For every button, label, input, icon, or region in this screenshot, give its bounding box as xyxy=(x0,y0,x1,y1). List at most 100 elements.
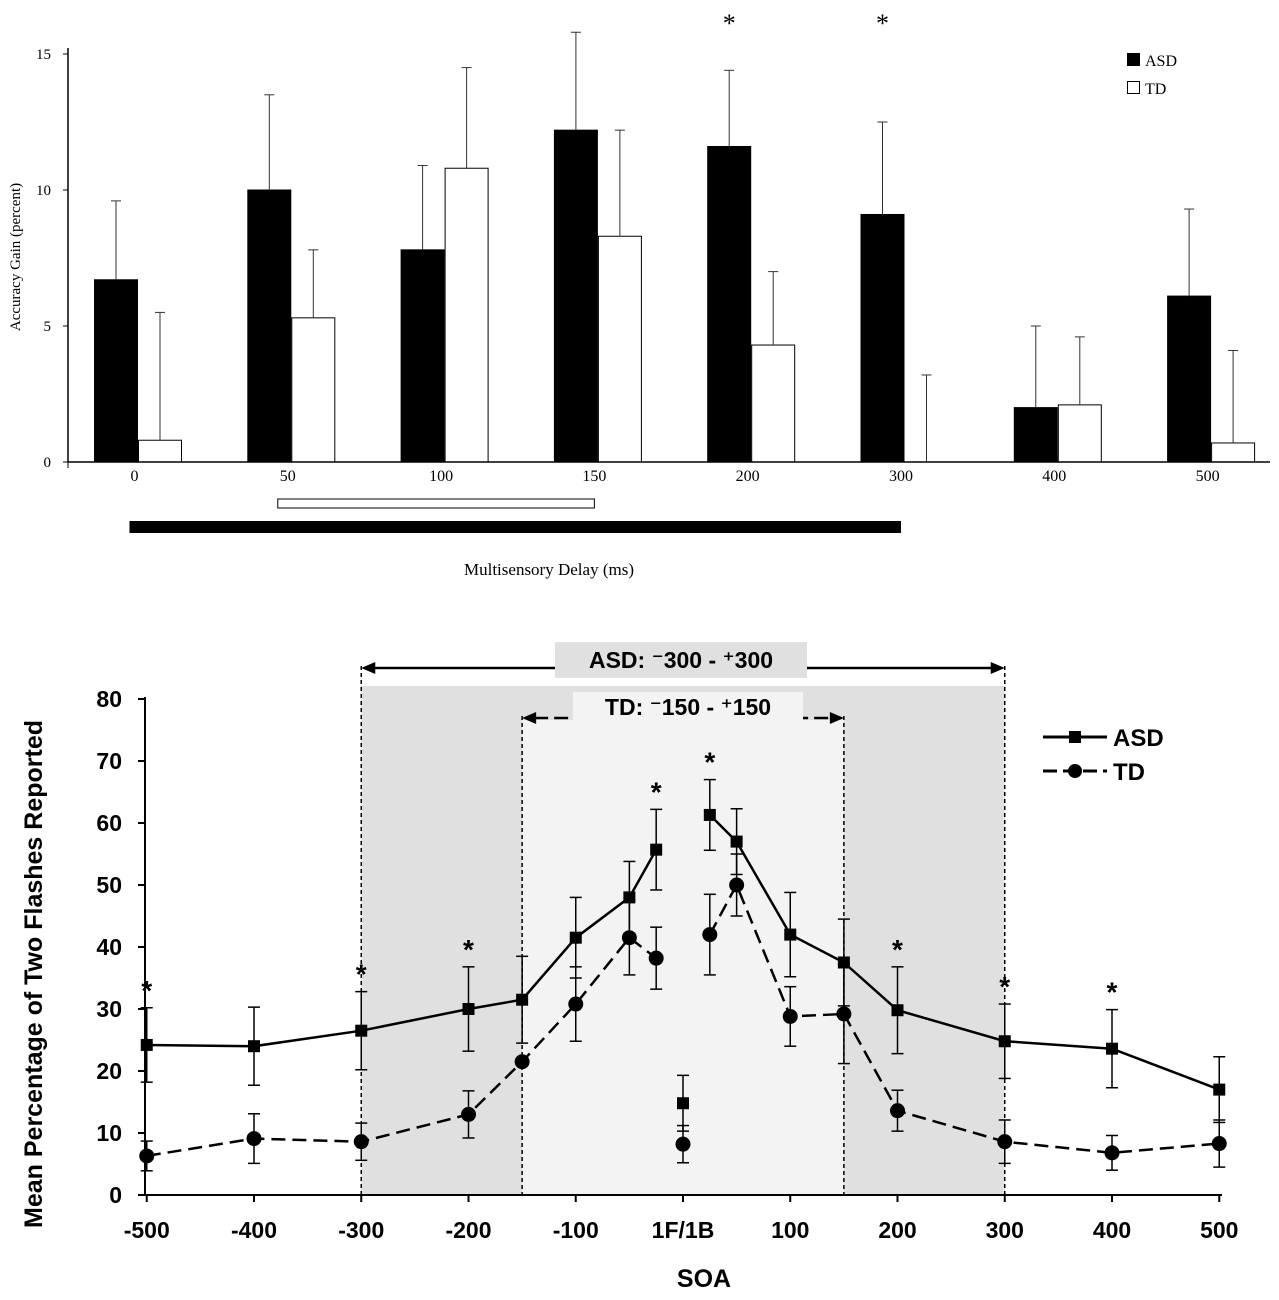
significance-star-25: * xyxy=(704,747,715,778)
bottom-legend: ASD TD xyxy=(1043,725,1164,786)
x-tick-label-100: 100 xyxy=(429,468,453,485)
bottom-significance-layer: * * * * * * * * xyxy=(141,747,1117,1008)
td-point-150 xyxy=(836,1006,852,1022)
bar-td-150 xyxy=(597,235,642,463)
td-point-1f1b xyxy=(675,1136,691,1152)
bar-td-200 xyxy=(751,344,796,463)
asd-point-50 xyxy=(730,835,743,848)
y-tick-label-0: 0 xyxy=(44,455,52,471)
bottom-x-axis-label: SOA xyxy=(677,1265,731,1293)
asd-point-1f1b xyxy=(677,1097,689,1110)
top-yticks-layer: 0 5 10 15 xyxy=(36,47,68,471)
top-axes-layer xyxy=(67,48,1270,463)
legend-asd-marker xyxy=(1069,731,1081,743)
bar-td-0 xyxy=(138,439,182,463)
top-errorbars-layer xyxy=(111,31,1239,462)
legend-td-marker xyxy=(1068,764,1082,778)
x-tick-label-500: 500 xyxy=(1196,468,1220,485)
x-tick-label-300: 300 xyxy=(889,468,913,485)
asd-point--50 xyxy=(623,891,636,904)
x-tick-label-200: 200 xyxy=(878,1217,916,1243)
td-point-50 xyxy=(729,877,745,893)
asd-point-400 xyxy=(1106,1042,1118,1055)
asd-window-label: ASD: ⁻300 - ⁺300 xyxy=(589,647,773,673)
bottom-xticks-layer: -500 -400 -300 -200 -100 1F/1B 100 200 300 400 500 xyxy=(124,1195,1238,1243)
y-tick-label-60: 60 xyxy=(96,810,122,836)
asd-point-25 xyxy=(703,808,716,821)
asd-point--300 xyxy=(355,1024,368,1037)
legend-td-swatch xyxy=(1127,81,1140,94)
legend-td-label: TD xyxy=(1113,759,1145,786)
asd-line-segment-0 xyxy=(146,849,658,1048)
td-point-400 xyxy=(1104,1145,1120,1161)
asd-point-200 xyxy=(891,1004,904,1017)
y-tick-label-40: 40 xyxy=(96,934,122,960)
significance-star--25: * xyxy=(651,776,662,807)
td-point--400 xyxy=(246,1131,262,1147)
asd-window-arrowhead-left xyxy=(361,662,376,674)
y-tick-label-10: 10 xyxy=(36,183,51,199)
legend-td-label: TD xyxy=(1145,81,1166,98)
top-window-bars-layer xyxy=(129,498,901,533)
y-tick-label-0: 0 xyxy=(109,1182,122,1208)
td-point--50 xyxy=(621,930,637,946)
td-point--500 xyxy=(139,1148,155,1164)
bar-td-400 xyxy=(1057,404,1102,463)
y-tick-label-20: 20 xyxy=(96,1058,122,1084)
x-tick-label-100: 100 xyxy=(771,1217,809,1243)
bar-asd-400 xyxy=(1013,407,1058,463)
asd-point--25 xyxy=(650,843,663,856)
asd-point--400 xyxy=(248,1040,260,1053)
x-tick-label-1F/1B: 1F/1B xyxy=(652,1217,715,1243)
bar-td-100 xyxy=(444,167,489,463)
top-significance-layer: * * xyxy=(723,9,889,38)
y-tick-label-10: 10 xyxy=(96,1120,122,1146)
bottom-window-annotations-layer: ASD: ⁻300 - ⁺300 TD: ⁻150 - ⁺150 xyxy=(360,642,1006,1195)
bar-asd-200 xyxy=(707,145,752,463)
td-window-label: TD: ⁻150 - ⁺150 xyxy=(605,694,771,720)
td-line-segment-1 xyxy=(708,882,1220,1155)
significance-star--300: * xyxy=(356,959,367,990)
td-point-300 xyxy=(997,1134,1013,1150)
top-legend: ASD TD xyxy=(1127,53,1177,98)
y-tick-label-15: 15 xyxy=(36,47,51,63)
td-window-label-bg xyxy=(573,692,803,722)
y-tick-label-5: 5 xyxy=(44,319,52,335)
top-bars-layer xyxy=(94,129,1256,463)
x-tick-label-200: 200 xyxy=(736,468,760,485)
significance-star-200: * xyxy=(892,934,903,965)
td-window-bar xyxy=(277,498,595,509)
td-point--100 xyxy=(568,996,584,1012)
bar-asd-150 xyxy=(553,129,598,463)
y-tick-label-50: 50 xyxy=(96,872,122,898)
bar-td-50 xyxy=(291,317,336,463)
x-tick-label-400: 400 xyxy=(1042,468,1066,485)
asd-point-150 xyxy=(837,956,850,969)
td-window-arrowhead-right xyxy=(829,712,844,724)
x-tick-label-300: 300 xyxy=(986,1217,1024,1243)
td-point-100 xyxy=(782,1008,798,1024)
x-tick-label-0: 0 xyxy=(130,468,138,485)
bar-asd-0 xyxy=(94,279,138,463)
y-tick-label-70: 70 xyxy=(96,748,122,774)
bar-asd-100 xyxy=(400,249,445,463)
x-tick-label--200: -200 xyxy=(445,1217,491,1243)
bottom-y-axis-label: Mean Percentage of Two Flashes Reported xyxy=(20,720,48,1228)
bar-td-500 xyxy=(1211,442,1256,463)
asd-window-label-bg xyxy=(555,642,807,678)
significance-star--500: * xyxy=(141,975,152,1006)
td-line-segment-0 xyxy=(146,935,657,1158)
x-tick-label--100: -100 xyxy=(553,1217,599,1243)
td-point-200 xyxy=(890,1103,905,1119)
td-point--300 xyxy=(353,1134,369,1150)
td-point-25 xyxy=(702,927,718,943)
asd-point-500 xyxy=(1213,1083,1226,1096)
significance-star-300: * xyxy=(999,971,1010,1002)
bar-asd-50 xyxy=(247,189,292,463)
asd-window-bar xyxy=(129,521,901,533)
bottom-series-lines-layer xyxy=(146,814,1220,1158)
bar-asd-500 xyxy=(1167,295,1212,463)
significance-star-400: * xyxy=(1107,977,1118,1008)
x-tick-label-400: 400 xyxy=(1093,1217,1131,1243)
